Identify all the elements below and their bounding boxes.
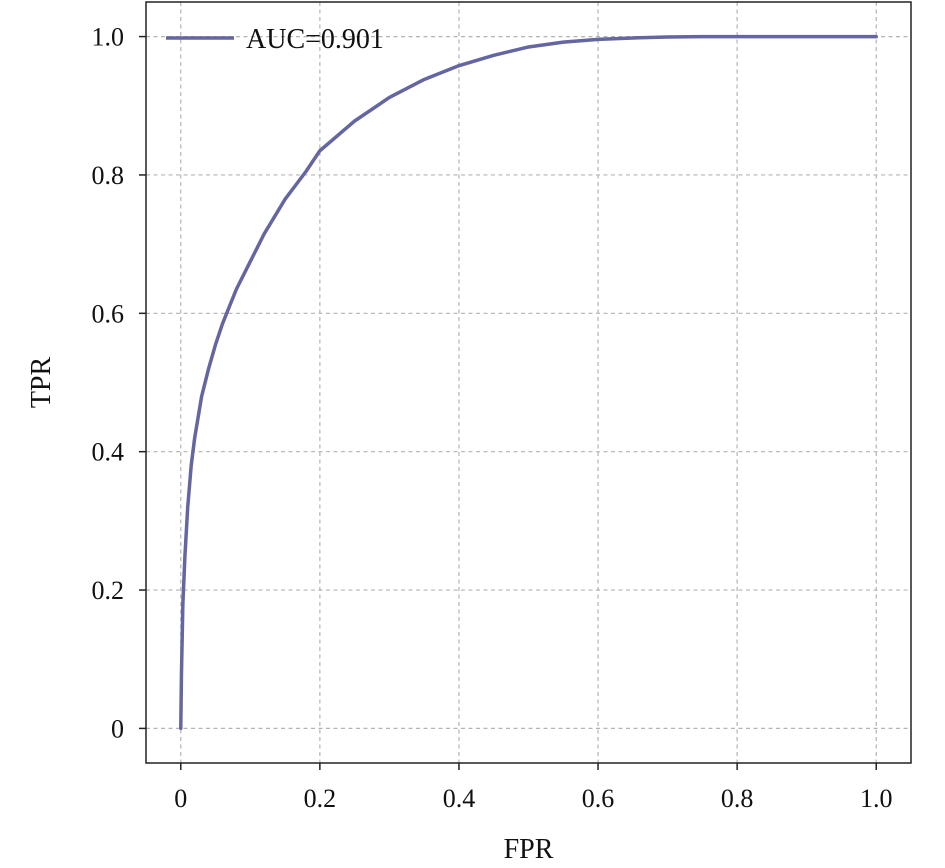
- y-tick-label: 0.6: [92, 299, 125, 328]
- y-tick-label: 0.8: [92, 161, 125, 190]
- y-tick-label: 1.0: [92, 23, 125, 52]
- x-tick-label: 0.4: [443, 784, 476, 813]
- roc-curve-line: [179, 34, 878, 731]
- y-tick-label: 0.2: [92, 576, 125, 605]
- x-tick-label: 1.0: [860, 784, 893, 813]
- x-tick-label: 0: [174, 784, 187, 813]
- plot-frame: [145, 1, 912, 764]
- y-tick-label: 0.4: [92, 438, 125, 467]
- x-tick-label: 0.2: [304, 784, 337, 813]
- legend: AUC=0.901: [166, 24, 384, 55]
- grid: [146, 2, 911, 763]
- y-axis-label: TPR: [26, 357, 57, 409]
- x-axis-label: FPR: [504, 834, 554, 865]
- y-tick-label: 0: [111, 714, 124, 743]
- x-tick-label: 0.8: [721, 784, 754, 813]
- series-group: [179, 34, 878, 731]
- x-axis-ticks: 0 0.2 0.4 0.6 0.8 1.0: [174, 763, 892, 813]
- legend-label: AUC=0.901: [246, 24, 384, 55]
- x-tick-label: 0.6: [582, 784, 615, 813]
- y-axis-ticks: 0 0.2 0.4 0.6 0.8 1.0: [92, 23, 146, 743]
